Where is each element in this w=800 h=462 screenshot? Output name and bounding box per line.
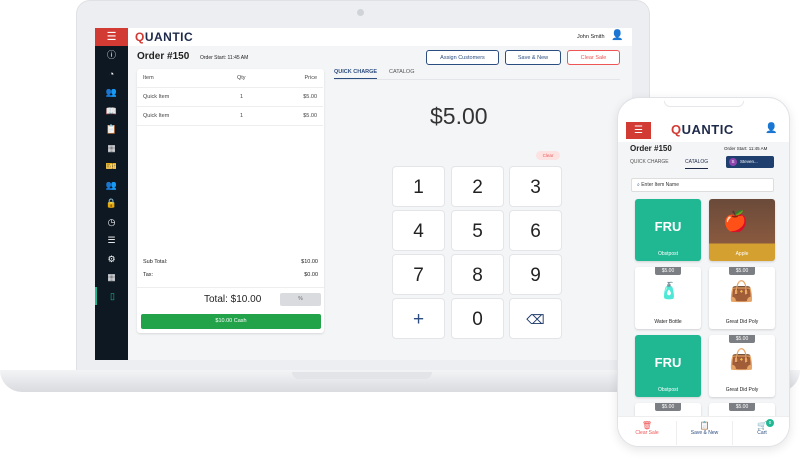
key-5[interactable]: 5 [451, 210, 504, 251]
subtotal-label: Sub Total: [143, 259, 168, 265]
item-search-input[interactable]: ⌕ Enter Item Name [631, 178, 774, 192]
laptop-base [0, 370, 800, 392]
laptop-camera [357, 9, 364, 16]
catalog-tile[interactable]: $5.00 👜 Great Did Poly [709, 267, 775, 329]
cart-count-badge: 0 [766, 419, 774, 427]
key-7[interactable]: 7 [392, 254, 445, 295]
key-3[interactable]: 3 [509, 166, 562, 207]
catalog-icon[interactable]: 📖 [105, 105, 118, 116]
phone: ☰ QUANTIC 👤 Order #150 Order Start: 11:4… [617, 97, 790, 447]
key-8[interactable]: 8 [451, 254, 504, 295]
discount-button[interactable]: % [280, 293, 321, 306]
key-4[interactable]: 4 [392, 210, 445, 251]
trash-icon: 🗑 [641, 421, 653, 430]
app-header: ☰ QUANTIC John Smith 👤 [95, 28, 632, 46]
phone-logo: QUANTIC [671, 122, 734, 137]
user-name: John Smith [577, 34, 605, 40]
calendar-icon[interactable]: ▦ [107, 142, 116, 153]
customer-chip[interactable]: S Steven... [726, 156, 774, 168]
clock-icon[interactable]: ◷ [107, 216, 116, 227]
catalog-tile[interactable]: FRU Obstpost [635, 335, 701, 397]
phone-tab-quick-charge[interactable]: QUICK CHARGE [630, 159, 669, 165]
key-plus[interactable]: + [392, 298, 445, 339]
phone-user-icon[interactable]: 👤 [765, 123, 778, 134]
reports-icon[interactable]: ◔ [108, 68, 115, 79]
key-0[interactable]: 0 [451, 298, 504, 339]
phone-bottom-bar: 🗑 Clear Sale 📋 Save & New 🛒 Cart 0 [618, 416, 789, 446]
save-new-button[interactable]: Save & New [505, 50, 561, 65]
assign-customers-button[interactable]: Assign Customers [426, 50, 499, 65]
tax-label: Tax: [143, 272, 154, 278]
cash-pay-button[interactable]: $10.00 Cash [141, 314, 321, 329]
catalog-tile[interactable]: FRU Obstpost [635, 199, 701, 261]
subtotal-value: $10.00 [301, 259, 318, 265]
backspace-icon[interactable]: ⌫ [509, 298, 562, 339]
order-title: Order #150 [137, 51, 190, 62]
order-start: Order Start: 11:45 AM [200, 55, 249, 61]
calculator-icon[interactable]: ▯ [95, 286, 128, 305]
user-icon[interactable]: 👤 [611, 30, 624, 41]
table-row[interactable]: Quick Item 1 $5.00 [137, 107, 323, 126]
pos-screen: ☰ QUANTIC John Smith 👤 ⓘ ◔ 👥 📖 📋 ▦ 🎫 👥 🔒 ◷ ☰ ⚙ ▦ ▯ Or… [95, 28, 632, 360]
list-icon[interactable]: ☰ [107, 235, 116, 245]
cart-icon: 🛒 [757, 421, 767, 430]
tab-quick-charge[interactable]: QUICK CHARGE [334, 69, 378, 79]
search-icon: ⌕ [637, 182, 640, 188]
order-panel: Item Qty Price Quick Item 1 $5.00 Quick Item… [137, 69, 324, 333]
apple-image: 🍎 [723, 211, 748, 233]
catalog-tile[interactable]: $5.00 👜 Great Did Poly [709, 335, 775, 397]
phone-tab-catalog[interactable]: CATALOG [685, 159, 709, 169]
lock-icon[interactable]: 🔒 [105, 198, 118, 208]
key-2[interactable]: 2 [451, 166, 504, 207]
key-9[interactable]: 9 [509, 254, 562, 295]
phone-clear-sale-button[interactable]: 🗑 Clear Sale [618, 421, 676, 436]
sidebar: ⓘ ◔ 👥 📖 📋 ▦ 🎫 👥 🔒 ◷ ☰ ⚙ ▦ ▯ [95, 46, 128, 360]
total: Total: $10.00 [204, 294, 262, 305]
info-icon[interactable]: ⓘ [106, 50, 116, 60]
key-1[interactable]: 1 [392, 166, 445, 207]
table-header: Item Qty Price [137, 69, 323, 88]
tab-catalog[interactable]: CATALOG [389, 69, 415, 75]
settings-icon[interactable]: ⚙ [107, 253, 116, 264]
catalog-tile[interactable]: $5.00 🧴 Water Bottle [635, 267, 701, 329]
folder-image: 👜 [729, 281, 754, 303]
employees-icon[interactable]: 👥 [105, 179, 118, 190]
folder-image: 👜 [729, 349, 754, 371]
phone-menu-button[interactable]: ☰ [626, 122, 651, 139]
grid-icon[interactable]: ▦ [107, 272, 116, 282]
clipboard-icon: 📋 [699, 421, 710, 430]
amount-display: $5.00 [430, 103, 488, 129]
water-bottle-image: 🧴 [659, 283, 679, 300]
catalog-tile[interactable]: 🍎 Apple [709, 199, 775, 261]
phone-save-new-button[interactable]: 📋 Save & New [676, 421, 733, 445]
table-row[interactable]: Quick Item 1 $5.00 [137, 88, 323, 107]
laptop-notch [292, 372, 432, 379]
customers-icon[interactable]: 👥 [105, 87, 118, 97]
phone-order-start: Order Start: 11:45 AM [724, 146, 768, 151]
menu-button[interactable]: ☰ [95, 28, 128, 46]
logo: QUANTIC [135, 30, 194, 44]
ticket-icon[interactable]: 🎫 [105, 161, 118, 171]
phone-order-title: Order #150 [630, 144, 672, 153]
clear-amount-button[interactable]: Clear [536, 151, 560, 160]
clipboard-icon[interactable]: 📋 [105, 124, 118, 134]
phone-cart-button[interactable]: 🛒 Cart 0 [733, 419, 789, 436]
clear-sale-button[interactable]: Clear Sale [567, 50, 620, 65]
key-6[interactable]: 6 [509, 210, 562, 251]
tax-value: $0.00 [304, 272, 318, 278]
